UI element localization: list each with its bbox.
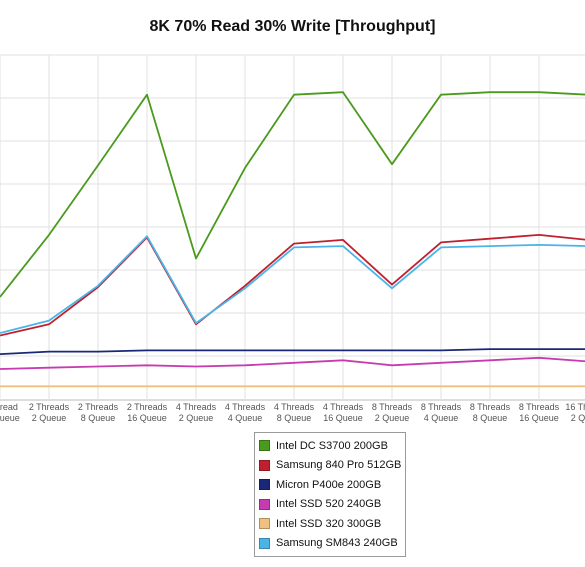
x-tick-label: 1 Thread16 Queue: [0, 402, 20, 423]
legend-item: Micron P400e 200GB: [255, 475, 405, 495]
series-line-intel-dc-s3700-200gb: [0, 91, 585, 298]
x-tick-label: 4 Threads 4 Queue: [225, 402, 266, 423]
legend-item: Intel DC S3700 200GB: [255, 436, 405, 456]
series-line-samsung-sm843-240gb: [0, 235, 585, 334]
x-tick-label: 2 Threads 2 Queue: [29, 402, 70, 423]
legend-item: Intel SSD 320 300GB: [255, 514, 405, 534]
series-line-samsung-840-pro-512gb: [0, 233, 585, 337]
series-line-micron-p400e-200gb: [0, 348, 585, 355]
legend-label: Samsung 840 Pro 512GB: [276, 459, 402, 472]
legend-label: Samsung SM843 240GB: [276, 537, 398, 550]
legend-item: Intel SSD 520 240GB: [255, 495, 405, 515]
legend-label: Intel DC S3700 200GB: [276, 439, 388, 452]
chart-title: 8K 70% Read 30% Write [Throughput]: [149, 18, 436, 35]
x-tick-label: 8 Threads 2 Queue: [372, 402, 413, 423]
x-tick-label: 2 Threads 8 Queue: [78, 402, 119, 423]
legend-swatch: [259, 479, 270, 491]
legend-label: Intel SSD 320 300GB: [276, 517, 382, 530]
x-tick-label: 8 Threads 16 Queue: [519, 402, 560, 423]
grid: [0, 54, 585, 401]
legend: Intel DC S3700 200GB Samsung 840 Pro 512G…: [254, 432, 406, 557]
x-tick-label: 8 Threads 4 Queue: [421, 402, 462, 423]
x-tick-label: 4 Threads 16 Queue: [323, 402, 364, 423]
legend-item: Samsung 840 Pro 512GB: [255, 456, 405, 476]
legend-swatch: [259, 518, 270, 530]
legend-swatch: [259, 459, 270, 471]
series-line-intel-ssd-520-240gb: [0, 356, 585, 370]
legend-swatch: [259, 498, 270, 510]
legend-swatch: [259, 440, 270, 452]
x-tick-label: 2 Threads 16 Queue: [127, 402, 168, 423]
legend-item: Samsung SM843 240GB: [255, 534, 405, 554]
legend-label: Intel SSD 520 240GB: [276, 498, 382, 511]
legend-label: Micron P400e 200GB: [276, 478, 382, 491]
legend-swatch: [259, 537, 270, 549]
x-tick-label: 4 Threads 8 Queue: [274, 402, 315, 423]
series-lines: [0, 91, 585, 388]
x-tick-label: 4 Threads 2 Queue: [176, 402, 217, 423]
x-tick-label: 8 Threads 8 Queue: [470, 402, 511, 423]
